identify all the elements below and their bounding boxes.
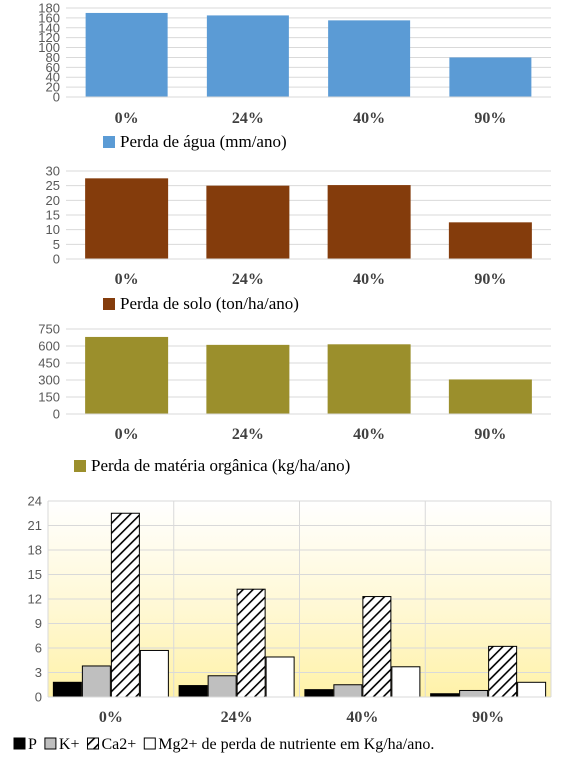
bar bbox=[327, 185, 411, 259]
legend-swatch bbox=[103, 136, 115, 148]
legend-label: K+ bbox=[59, 736, 80, 753]
bar bbox=[110, 512, 140, 698]
bar bbox=[206, 15, 289, 98]
y-tick-label: 80 bbox=[46, 50, 60, 65]
legend-label: Perda de água (mm/ano) bbox=[120, 132, 287, 151]
bar bbox=[178, 685, 208, 698]
bar bbox=[85, 178, 169, 259]
y-tick-label: 100 bbox=[38, 40, 60, 55]
legend-swatch bbox=[13, 737, 26, 750]
y-tick-label: 140 bbox=[38, 20, 60, 35]
y-tick-label: 0 bbox=[53, 252, 60, 267]
y-tick-label: 5 bbox=[53, 237, 60, 252]
legend-label: P bbox=[28, 736, 37, 753]
y-tick-label: 18 bbox=[28, 543, 42, 558]
bar bbox=[81, 665, 111, 698]
x-tick-label: 40% bbox=[346, 709, 378, 726]
x-tick-label: 24% bbox=[232, 426, 264, 443]
y-tick-label: 15 bbox=[46, 208, 60, 223]
x-tick-label: 0% bbox=[115, 110, 139, 127]
y-tick-label: 12 bbox=[28, 592, 42, 607]
x-tick-label: 0% bbox=[115, 271, 139, 288]
bar bbox=[333, 684, 363, 698]
y-tick-label: 300 bbox=[38, 373, 60, 388]
bar bbox=[327, 344, 411, 414]
legend-label: Mg2+ bbox=[158, 736, 197, 753]
x-tick-label: 40% bbox=[353, 426, 385, 443]
y-tick-label: 750 bbox=[38, 322, 60, 337]
y-tick-label: 6 bbox=[35, 641, 42, 656]
x-tick-label: 90% bbox=[474, 271, 506, 288]
bar bbox=[488, 645, 518, 698]
y-tick-label: 0 bbox=[35, 690, 42, 705]
bar bbox=[207, 675, 237, 698]
bar bbox=[52, 681, 82, 698]
y-tick-label: 450 bbox=[38, 356, 60, 371]
chart-4: 0 3 6 9 12 15 18 21 24 0% 24% 40% 90% P K+ Ca2+ Mg2+ de p… bbox=[13, 494, 552, 753]
bar bbox=[449, 57, 532, 97]
y-tick-label: 30 bbox=[46, 164, 60, 179]
x-tick-label: 24% bbox=[221, 709, 253, 726]
legend-label: Ca2+ bbox=[101, 736, 136, 753]
y-tick-label: 150 bbox=[38, 390, 60, 405]
y-tick-label: 24 bbox=[28, 494, 42, 509]
bar bbox=[459, 689, 489, 698]
legend-swatch bbox=[143, 737, 156, 750]
y-tick-label: 120 bbox=[38, 30, 60, 45]
y-tick-label: 20 bbox=[46, 193, 60, 208]
bar bbox=[391, 666, 421, 698]
y-tick-label: 9 bbox=[35, 616, 42, 631]
x-tick-label: 40% bbox=[353, 110, 385, 127]
y-tick-label: 160 bbox=[38, 10, 60, 25]
chart-3: 0 150 300 450 600 750 0% 24% 40% 90% Perda de maté… bbox=[38, 322, 551, 475]
y-tick-label: 600 bbox=[38, 339, 60, 354]
x-tick-label: 24% bbox=[232, 110, 264, 127]
x-tick-label: 90% bbox=[474, 426, 506, 443]
legend-swatch bbox=[86, 737, 99, 750]
x-tick-label: 0% bbox=[115, 426, 139, 443]
legend-suffix: de perda de nutriente em Kg/ha/ano. bbox=[202, 736, 435, 753]
x-tick-label: 0% bbox=[99, 709, 123, 726]
y-tick-label: 15 bbox=[28, 567, 42, 582]
y-tick-label: 0 bbox=[53, 90, 60, 105]
y-tick-label: 60 bbox=[46, 60, 60, 75]
x-tick-label: 24% bbox=[232, 271, 264, 288]
y-tick-label: 40 bbox=[46, 70, 60, 85]
legend-label: Perda de solo (ton/ha/ano) bbox=[120, 294, 299, 313]
bar bbox=[448, 379, 532, 414]
y-tick-label: 21 bbox=[28, 518, 42, 533]
bar bbox=[236, 588, 266, 698]
bar bbox=[206, 185, 290, 259]
legend-swatch bbox=[74, 460, 86, 472]
x-tick-label: 90% bbox=[474, 110, 506, 127]
legend-swatch bbox=[44, 737, 57, 750]
bar bbox=[304, 689, 334, 698]
bar bbox=[362, 596, 392, 698]
legend-label: Perda de matéria orgânica (kg/ha/ano) bbox=[91, 456, 350, 475]
bar bbox=[85, 336, 169, 414]
y-tick-label: 0 bbox=[53, 407, 60, 422]
bar bbox=[139, 649, 169, 698]
legend: P K+ Ca2+ Mg2+ de perda de nutriente em Kg/h… bbox=[13, 736, 435, 753]
bar bbox=[265, 656, 295, 698]
y-tick-label: 20 bbox=[46, 80, 60, 95]
bar bbox=[517, 681, 547, 698]
legend-swatch bbox=[103, 298, 115, 310]
y-tick-label: 180 bbox=[38, 1, 60, 16]
x-tick-label: 40% bbox=[353, 271, 385, 288]
x-tick-label: 90% bbox=[472, 709, 504, 726]
y-tick-label: 10 bbox=[46, 222, 60, 237]
bar bbox=[328, 20, 411, 97]
bar bbox=[85, 12, 168, 98]
y-tick-label: 3 bbox=[35, 665, 42, 680]
bar bbox=[206, 344, 290, 414]
bar bbox=[448, 222, 532, 259]
y-tick-label: 25 bbox=[46, 178, 60, 193]
